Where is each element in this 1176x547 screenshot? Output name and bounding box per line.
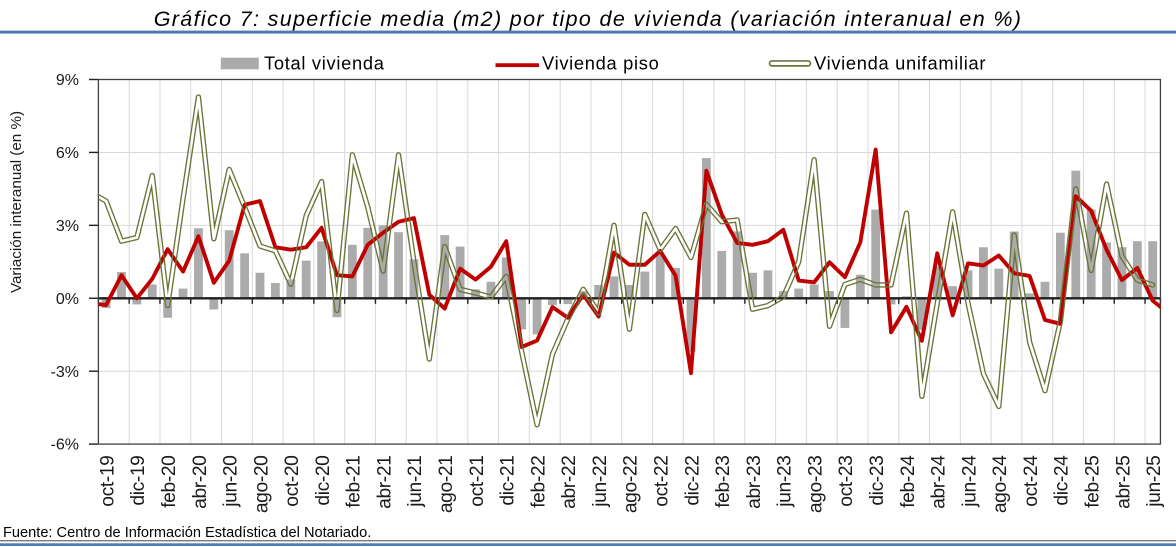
svg-text:dic-22: dic-22 [682, 456, 703, 506]
svg-text:oct-21: oct-21 [467, 456, 488, 507]
svg-text:feb-23: feb-23 [713, 456, 734, 508]
svg-text:abr-24: abr-24 [929, 455, 950, 509]
svg-text:oct-19: oct-19 [97, 456, 118, 507]
svg-text:dic-23: dic-23 [867, 456, 888, 506]
svg-text:Total vivienda: Total vivienda [264, 52, 385, 73]
svg-text:oct-23: oct-23 [836, 456, 857, 507]
svg-text:Gráfico 7: superficie media (m: Gráfico 7: superficie media (m2) por tip… [154, 7, 1023, 31]
svg-text:feb-24: feb-24 [898, 455, 919, 508]
svg-text:jun-22: jun-22 [590, 456, 611, 508]
svg-text:Fuente: Centro de Información: Fuente: Centro de Información Estadístic… [3, 525, 371, 541]
svg-text:ago-20: ago-20 [251, 456, 272, 514]
svg-text:ago-22: ago-22 [621, 456, 642, 514]
svg-text:6%: 6% [56, 145, 79, 162]
svg-text:abr-20: abr-20 [190, 456, 211, 509]
svg-text:jun-21: jun-21 [405, 456, 426, 508]
svg-text:ago-24: ago-24 [990, 455, 1011, 513]
svg-text:9%: 9% [56, 72, 79, 89]
svg-text:Vivienda unifamiliar: Vivienda unifamiliar [814, 52, 986, 73]
svg-text:abr-22: abr-22 [559, 456, 580, 509]
svg-text:dic-24: dic-24 [1052, 455, 1073, 506]
svg-text:abr-21: abr-21 [374, 456, 395, 509]
svg-text:ago-21: ago-21 [436, 456, 457, 514]
svg-text:dic-20: dic-20 [313, 456, 334, 506]
svg-text:feb-21: feb-21 [344, 456, 365, 508]
svg-text:-3%: -3% [51, 364, 79, 381]
svg-text:oct-24: oct-24 [1021, 455, 1042, 507]
svg-text:feb-22: feb-22 [528, 456, 549, 508]
svg-text:jun-25: jun-25 [1144, 456, 1165, 508]
svg-text:feb-20: feb-20 [159, 456, 180, 508]
svg-text:oct-20: oct-20 [282, 456, 303, 507]
svg-text:jun-23: jun-23 [775, 456, 796, 508]
svg-text:Variación interanual (en %): Variación interanual (en %) [8, 111, 25, 293]
svg-text:oct-22: oct-22 [652, 456, 673, 507]
svg-text:3%: 3% [56, 218, 79, 235]
svg-text:-6%: -6% [51, 437, 79, 454]
svg-text:feb-25: feb-25 [1082, 456, 1103, 508]
svg-text:abr-25: abr-25 [1113, 456, 1134, 509]
svg-text:dic-21: dic-21 [498, 456, 519, 506]
svg-text:0%: 0% [56, 291, 79, 308]
svg-text:jun-20: jun-20 [221, 456, 242, 508]
svg-text:jun-24: jun-24 [959, 455, 980, 508]
svg-text:Vivienda piso: Vivienda piso [542, 52, 660, 73]
svg-text:ago-23: ago-23 [805, 456, 826, 514]
svg-text:abr-23: abr-23 [744, 456, 765, 509]
svg-text:dic-19: dic-19 [128, 456, 149, 506]
